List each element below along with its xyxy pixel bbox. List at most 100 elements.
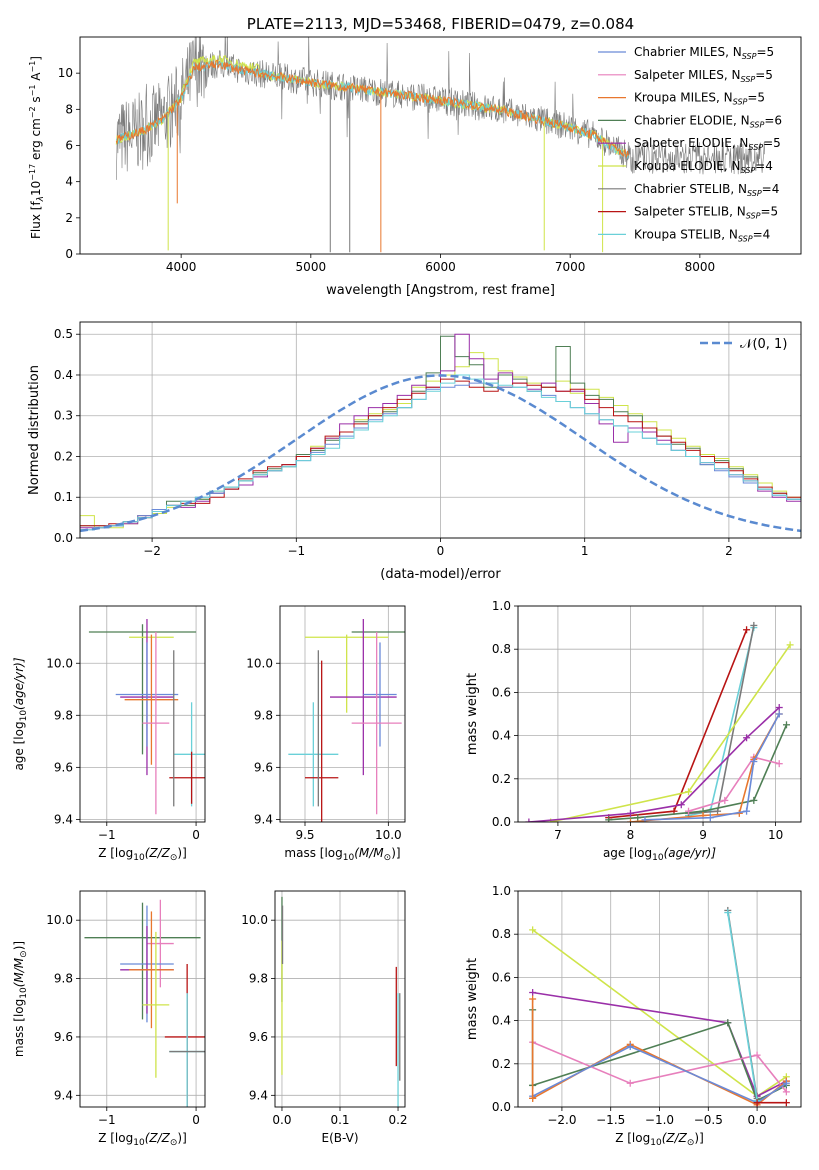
histogram-series-krou_stelib <box>80 374 801 538</box>
weight-marker <box>724 909 732 917</box>
x-axis-label: wavelength [Angstrom, rest frame] <box>326 283 555 298</box>
y-tick-label: 4 <box>65 175 73 189</box>
weight-marker <box>626 1079 634 1087</box>
y-tick-label: 9.6 <box>254 760 273 774</box>
y-tick-label: 0.3 <box>54 409 73 423</box>
y-tick-label: 0.0 <box>492 815 511 829</box>
weight-marker <box>782 721 790 729</box>
x-axis-label: Z [log10(Z/Z⊙)] <box>98 846 187 863</box>
x-tick-label: 10.0 <box>375 828 402 842</box>
y-tick-label: 0.0 <box>492 1100 511 1114</box>
y-tick-label: 9.4 <box>249 1088 268 1102</box>
weight_vs_age-panel: 7 8 9 10 0.0 0.2 0.4 0.6 0.8 1.0 age [log10(age/yr… <box>465 599 802 863</box>
spectrum-data-line <box>116 37 765 180</box>
y-tick-label: 10 <box>58 66 73 80</box>
x-axis-label: mass [log10(M/M⊙)] <box>284 846 400 863</box>
x-tick-label: 0.1 <box>330 1113 349 1127</box>
y-axis-label: mass weight <box>465 958 480 1040</box>
legend-label: Kroupa STELIB, NSSP=4 <box>634 227 770 243</box>
residuals-panel: −2 −1 0 1 2 0.0 0.1 0.2 0.3 0.4 0.5 (data-model)/er… <box>27 321 802 582</box>
gaussian-curve <box>80 374 801 533</box>
y-axis-label: Normed distribution <box>27 365 42 495</box>
x-axis-label: age [log10(age/yr)] <box>603 846 716 863</box>
axes-frame <box>79 321 802 539</box>
weight-line-chab_elodie <box>608 724 788 821</box>
age_vs_z-panel: −1 0 9.4 9.6 9.8 10.0 Z [log10(Z/Z⊙)] age [log1… <box>12 605 206 863</box>
legend-label: Salpeter MILES, NSSP=5 <box>634 68 773 84</box>
y-tick-label: 2 <box>65 211 73 225</box>
weight-marker <box>605 816 613 822</box>
y-axis-label: mass weight <box>465 673 480 755</box>
x-tick-label: −1 <box>287 544 305 558</box>
y-tick-label: 9.4 <box>254 812 273 826</box>
axes-frame <box>517 890 802 1108</box>
weight-line-krou_elodie <box>550 644 791 822</box>
spectrum-panel: PLATE=2113, MJD=53468, FIBERID=0479, z=0… <box>28 15 802 298</box>
weight-marker <box>685 788 693 796</box>
weight-marker <box>529 1094 537 1102</box>
spectrum-plot <box>115 37 765 253</box>
y-tick-label: 0.8 <box>492 927 511 941</box>
y-tick-label: 10.0 <box>46 656 73 670</box>
y-tick-label: 9.8 <box>254 708 273 722</box>
legend-label: Chabrier ELODIE, NSSP=6 <box>634 113 782 129</box>
x-tick-label: −2.0 <box>547 1113 576 1127</box>
x-tick-label: 0 <box>437 544 445 558</box>
grid-lines <box>275 891 405 1107</box>
y-tick-label: 0.4 <box>492 729 511 743</box>
errorbar <box>288 702 339 807</box>
weight-marker <box>750 621 758 629</box>
x-tick-label: −1.0 <box>645 1113 674 1127</box>
weight-marker <box>782 1088 790 1096</box>
weight-marker <box>626 809 634 817</box>
weight-line-chab_miles <box>532 1045 787 1104</box>
legend-label: Chabrier MILES, NSSP=5 <box>634 45 774 61</box>
y-tick-label: 9.6 <box>249 1030 268 1044</box>
y-tick-label: 9.4 <box>54 812 73 826</box>
weight-marker <box>626 818 634 822</box>
errorbar <box>129 911 174 1029</box>
weight-marker <box>753 1051 761 1059</box>
weight-marker <box>706 814 714 822</box>
y-tick-label: 9.8 <box>54 972 73 986</box>
weight_vs_z-panel: −2.0 −1.5 −1.0 −0.5 0.0 0.0 0.2 0.4 0.6 0.8 1.0 Z [… <box>465 884 802 1148</box>
x-tick-label: −1 <box>98 828 116 842</box>
x-tick-label: 5000 <box>296 260 327 274</box>
x-tick-label: 8 <box>627 828 635 842</box>
weight-marker <box>634 814 642 822</box>
errorbar <box>115 642 179 747</box>
errorbar <box>124 634 179 765</box>
axes-frame <box>79 36 802 255</box>
x-tick-label: −1 <box>98 1113 116 1127</box>
y-tick-label: 9.4 <box>54 1088 73 1102</box>
errorbar <box>169 751 205 804</box>
x-tick-label: −2 <box>143 544 161 558</box>
grid-lines <box>518 890 801 1108</box>
age_vs_mass-plot <box>288 619 405 822</box>
x-tick-label: 1 <box>581 544 589 558</box>
y-tick-label: 9.8 <box>249 972 268 986</box>
y-axis-label: Flux [fλ10−17 erg cm−2 s−1 A−1] <box>28 56 46 239</box>
errorbar <box>142 632 170 815</box>
weight-line-salp_miles <box>532 1041 788 1093</box>
x-tick-label: 0.0 <box>748 1113 767 1127</box>
x-axis-label: Z [log10(Z/Z⊙)] <box>615 1131 704 1148</box>
axes-frame <box>517 605 802 823</box>
axes-frame <box>79 605 206 823</box>
legend-label: 𝒩(0, 1) <box>740 337 787 352</box>
y-tick-label: 0.2 <box>54 449 73 463</box>
x-tick-label: −0.5 <box>694 1113 723 1127</box>
x-tick-label: 2 <box>725 544 733 558</box>
y-tick-label: 0.2 <box>492 1057 511 1071</box>
y-tick-label: 0.4 <box>54 368 73 382</box>
y-tick-label: 0 <box>65 247 73 261</box>
y-tick-label: 9.6 <box>54 1030 73 1044</box>
x-tick-label: 0 <box>192 828 200 842</box>
weight-marker <box>529 926 537 934</box>
y-tick-label: 8 <box>65 102 73 116</box>
weight-marker <box>685 807 693 815</box>
y-tick-label: 9.8 <box>54 708 73 722</box>
weight-marker <box>724 1019 732 1027</box>
x-tick-label: 7 <box>554 828 562 842</box>
y-tick-label: 0.5 <box>54 327 73 341</box>
